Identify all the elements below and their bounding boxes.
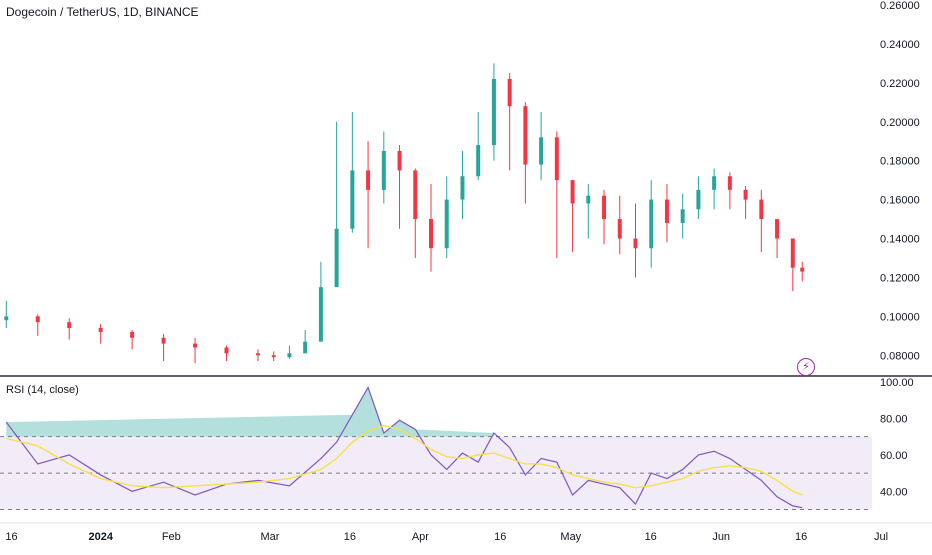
candle-body — [271, 355, 276, 358]
y-tick-label: 0.10000 — [880, 311, 920, 323]
y-tick-label: 0.08000 — [880, 350, 920, 362]
candle-body — [476, 145, 481, 177]
candle-body — [743, 189, 748, 200]
candle-body — [617, 219, 622, 239]
candle-body — [334, 228, 339, 288]
candle-body — [759, 199, 764, 220]
x-tick-label: Apr — [412, 531, 429, 543]
y-tick-label: 0.24000 — [880, 39, 920, 51]
rsi-tick-label: 100.00 — [880, 377, 914, 389]
rsi-tick-label: 80.00 — [880, 413, 908, 425]
x-tick-label: May — [560, 531, 581, 543]
y-tick-label: 0.22000 — [880, 78, 920, 90]
candle-body — [602, 195, 607, 220]
rsi-tick-label: 60.00 — [880, 450, 908, 462]
candle-body — [67, 322, 72, 329]
y-tick-label: 0.14000 — [880, 234, 920, 246]
x-tick-label: 16 — [645, 531, 657, 543]
x-tick-label: Feb — [162, 531, 181, 543]
candle-body — [570, 180, 575, 204]
candle-body — [35, 316, 40, 323]
candle-body — [4, 316, 9, 321]
candle-body — [429, 219, 433, 249]
candle-body — [255, 353, 260, 356]
candle-body — [664, 199, 669, 223]
candle-body — [633, 238, 638, 249]
x-tick-label: 2024 — [89, 531, 114, 543]
x-tick-label: Jun — [712, 531, 730, 543]
candle-body — [366, 170, 371, 190]
candle-body — [523, 106, 528, 165]
candle-body — [303, 341, 308, 354]
symbol-title: Dogecoin / TetherUS, 1D, BINANCE — [6, 5, 199, 19]
candle-body — [350, 170, 355, 229]
rsi-line — [5, 386, 803, 509]
candle-body — [712, 176, 717, 190]
y-tick-label: 0.12000 — [880, 272, 920, 284]
candle-body — [507, 78, 512, 107]
candle-body — [98, 328, 103, 332]
candle-body — [727, 176, 732, 190]
x-tick-label: 16 — [5, 531, 17, 543]
x-tick-label: 16 — [344, 531, 356, 543]
x-tick-label: Mar — [261, 531, 280, 543]
candle-body — [491, 78, 496, 146]
candle-body — [649, 199, 654, 249]
candle-body — [680, 209, 685, 223]
y-tick-label: 0.18000 — [880, 156, 920, 168]
y-tick-label: 0.26000 — [880, 0, 920, 12]
flash-icon[interactable]: ⚡ — [797, 358, 815, 376]
y-tick-label: 0.16000 — [880, 195, 920, 207]
x-tick-label: 16 — [494, 531, 506, 543]
rsi-overbought-fill — [6, 387, 494, 437]
y-tick-label: 0.20000 — [880, 117, 920, 129]
candle-body — [444, 199, 449, 249]
candle-body — [413, 170, 418, 220]
candle-body — [554, 137, 559, 181]
candle-body — [696, 189, 701, 210]
x-tick-label: 16 — [795, 531, 807, 543]
rsi-ma-line — [6, 424, 803, 496]
candle-body — [193, 343, 198, 348]
x-tick-label: Jul — [874, 531, 888, 543]
candle-body — [790, 238, 795, 268]
candle-body — [224, 347, 229, 354]
candle-body — [775, 219, 780, 239]
rsi-title: RSI (14, close) — [6, 384, 79, 396]
candle-body — [381, 150, 386, 190]
candle-body — [161, 337, 166, 344]
candle-body — [539, 137, 544, 165]
candle-body — [130, 331, 135, 338]
candle-body — [318, 287, 323, 342]
candle-body — [460, 176, 465, 200]
rsi-tick-label: 40.00 — [880, 486, 908, 498]
candle-body — [397, 150, 402, 171]
candle-body — [287, 353, 292, 358]
candle-body — [800, 267, 805, 272]
candle-body — [586, 195, 591, 204]
